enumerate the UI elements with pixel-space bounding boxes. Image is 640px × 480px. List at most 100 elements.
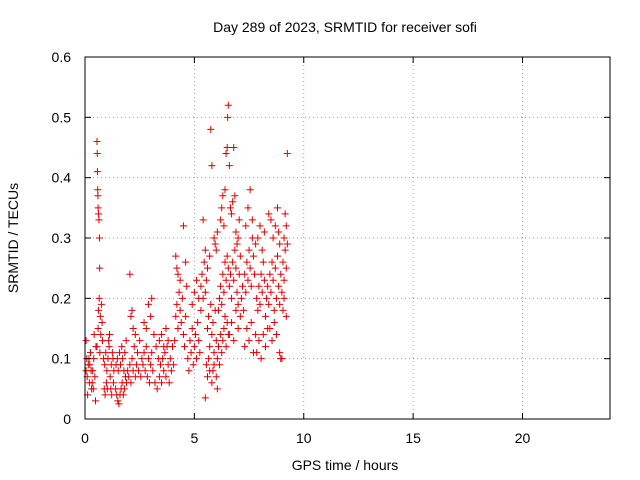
data-point xyxy=(86,361,94,369)
data-point xyxy=(193,355,201,363)
data-point xyxy=(252,331,260,339)
data-point xyxy=(214,306,222,314)
data-point xyxy=(155,373,163,381)
data-point xyxy=(195,337,203,345)
data-point xyxy=(216,361,224,369)
data-point xyxy=(119,391,127,399)
data-point xyxy=(106,331,113,339)
data-point xyxy=(232,306,240,314)
data-point xyxy=(119,355,127,363)
data-point xyxy=(144,300,152,308)
data-point xyxy=(127,312,135,320)
data-point xyxy=(165,379,173,387)
data-point xyxy=(105,343,113,351)
data-point xyxy=(183,282,191,290)
data-point xyxy=(96,264,104,272)
data-point xyxy=(95,234,103,242)
data-point xyxy=(201,288,209,296)
data-point xyxy=(282,264,290,272)
data-point xyxy=(218,349,226,357)
data-point xyxy=(108,349,116,357)
data-point xyxy=(251,270,259,278)
data-point xyxy=(225,282,233,290)
data-point xyxy=(226,270,234,278)
data-point xyxy=(132,361,140,369)
data-point xyxy=(219,192,227,200)
data-point xyxy=(277,270,285,278)
data-point xyxy=(206,343,214,351)
data-point xyxy=(254,306,262,314)
data-point xyxy=(218,300,226,308)
data-point xyxy=(138,355,146,363)
data-point xyxy=(272,331,280,339)
data-point xyxy=(275,282,283,290)
data-point xyxy=(232,264,240,272)
data-point xyxy=(224,101,232,109)
data-point xyxy=(274,252,281,260)
data-point xyxy=(134,349,141,357)
data-point xyxy=(122,337,130,345)
data-point xyxy=(125,373,133,381)
data-point xyxy=(106,373,114,381)
x-tick-label: 0 xyxy=(81,430,89,446)
data-point xyxy=(233,240,241,248)
data-point xyxy=(234,300,242,308)
data-point xyxy=(248,216,256,224)
data-point xyxy=(150,331,158,339)
data-point xyxy=(276,300,284,308)
data-point xyxy=(277,355,285,363)
data-point xyxy=(261,312,269,320)
data-point xyxy=(178,294,186,302)
data-point xyxy=(219,337,227,345)
data-point xyxy=(182,312,190,320)
data-point xyxy=(253,349,261,357)
data-point xyxy=(121,349,129,357)
data-point xyxy=(212,337,220,345)
data-point xyxy=(131,331,139,339)
x-tick-label: 10 xyxy=(296,430,312,446)
y-axis-tick-labels: 0 0.1 0.2 0.3 0.4 0.5 0.6 xyxy=(52,49,72,427)
data-point xyxy=(210,349,218,357)
data-point xyxy=(278,288,286,296)
data-point xyxy=(231,192,239,200)
data-point xyxy=(255,337,263,345)
data-point xyxy=(200,258,208,266)
data-point xyxy=(281,210,289,218)
data-point xyxy=(208,331,216,339)
data-point xyxy=(236,252,244,260)
data-point xyxy=(188,325,196,332)
data-point xyxy=(155,337,163,345)
data-point xyxy=(237,294,245,302)
data-point xyxy=(265,210,273,218)
data-point xyxy=(202,276,210,284)
data-point xyxy=(254,234,262,242)
data-point xyxy=(210,234,218,242)
data-point xyxy=(97,300,105,308)
data-point xyxy=(255,282,263,290)
data-point xyxy=(222,150,230,158)
data-point xyxy=(263,294,271,302)
data-point xyxy=(279,306,287,314)
y-tick-label: 0.4 xyxy=(52,170,72,186)
data-point xyxy=(253,294,261,302)
data-point xyxy=(212,246,220,254)
data-point xyxy=(120,385,128,393)
data-point xyxy=(282,222,290,230)
data-point xyxy=(96,349,104,357)
data-point xyxy=(268,337,276,345)
data-point xyxy=(109,379,117,387)
data-point xyxy=(283,240,291,248)
data-point xyxy=(197,306,205,314)
data-point xyxy=(95,210,103,218)
data-point xyxy=(221,312,229,320)
data-point xyxy=(129,325,137,332)
data-point xyxy=(98,318,106,326)
data-point xyxy=(162,373,170,381)
data-point xyxy=(89,385,97,393)
data-point xyxy=(247,282,255,290)
data-point xyxy=(82,337,90,345)
data-point xyxy=(240,306,248,314)
data-point xyxy=(242,288,250,296)
data-point xyxy=(175,288,183,296)
data-point xyxy=(91,373,99,381)
